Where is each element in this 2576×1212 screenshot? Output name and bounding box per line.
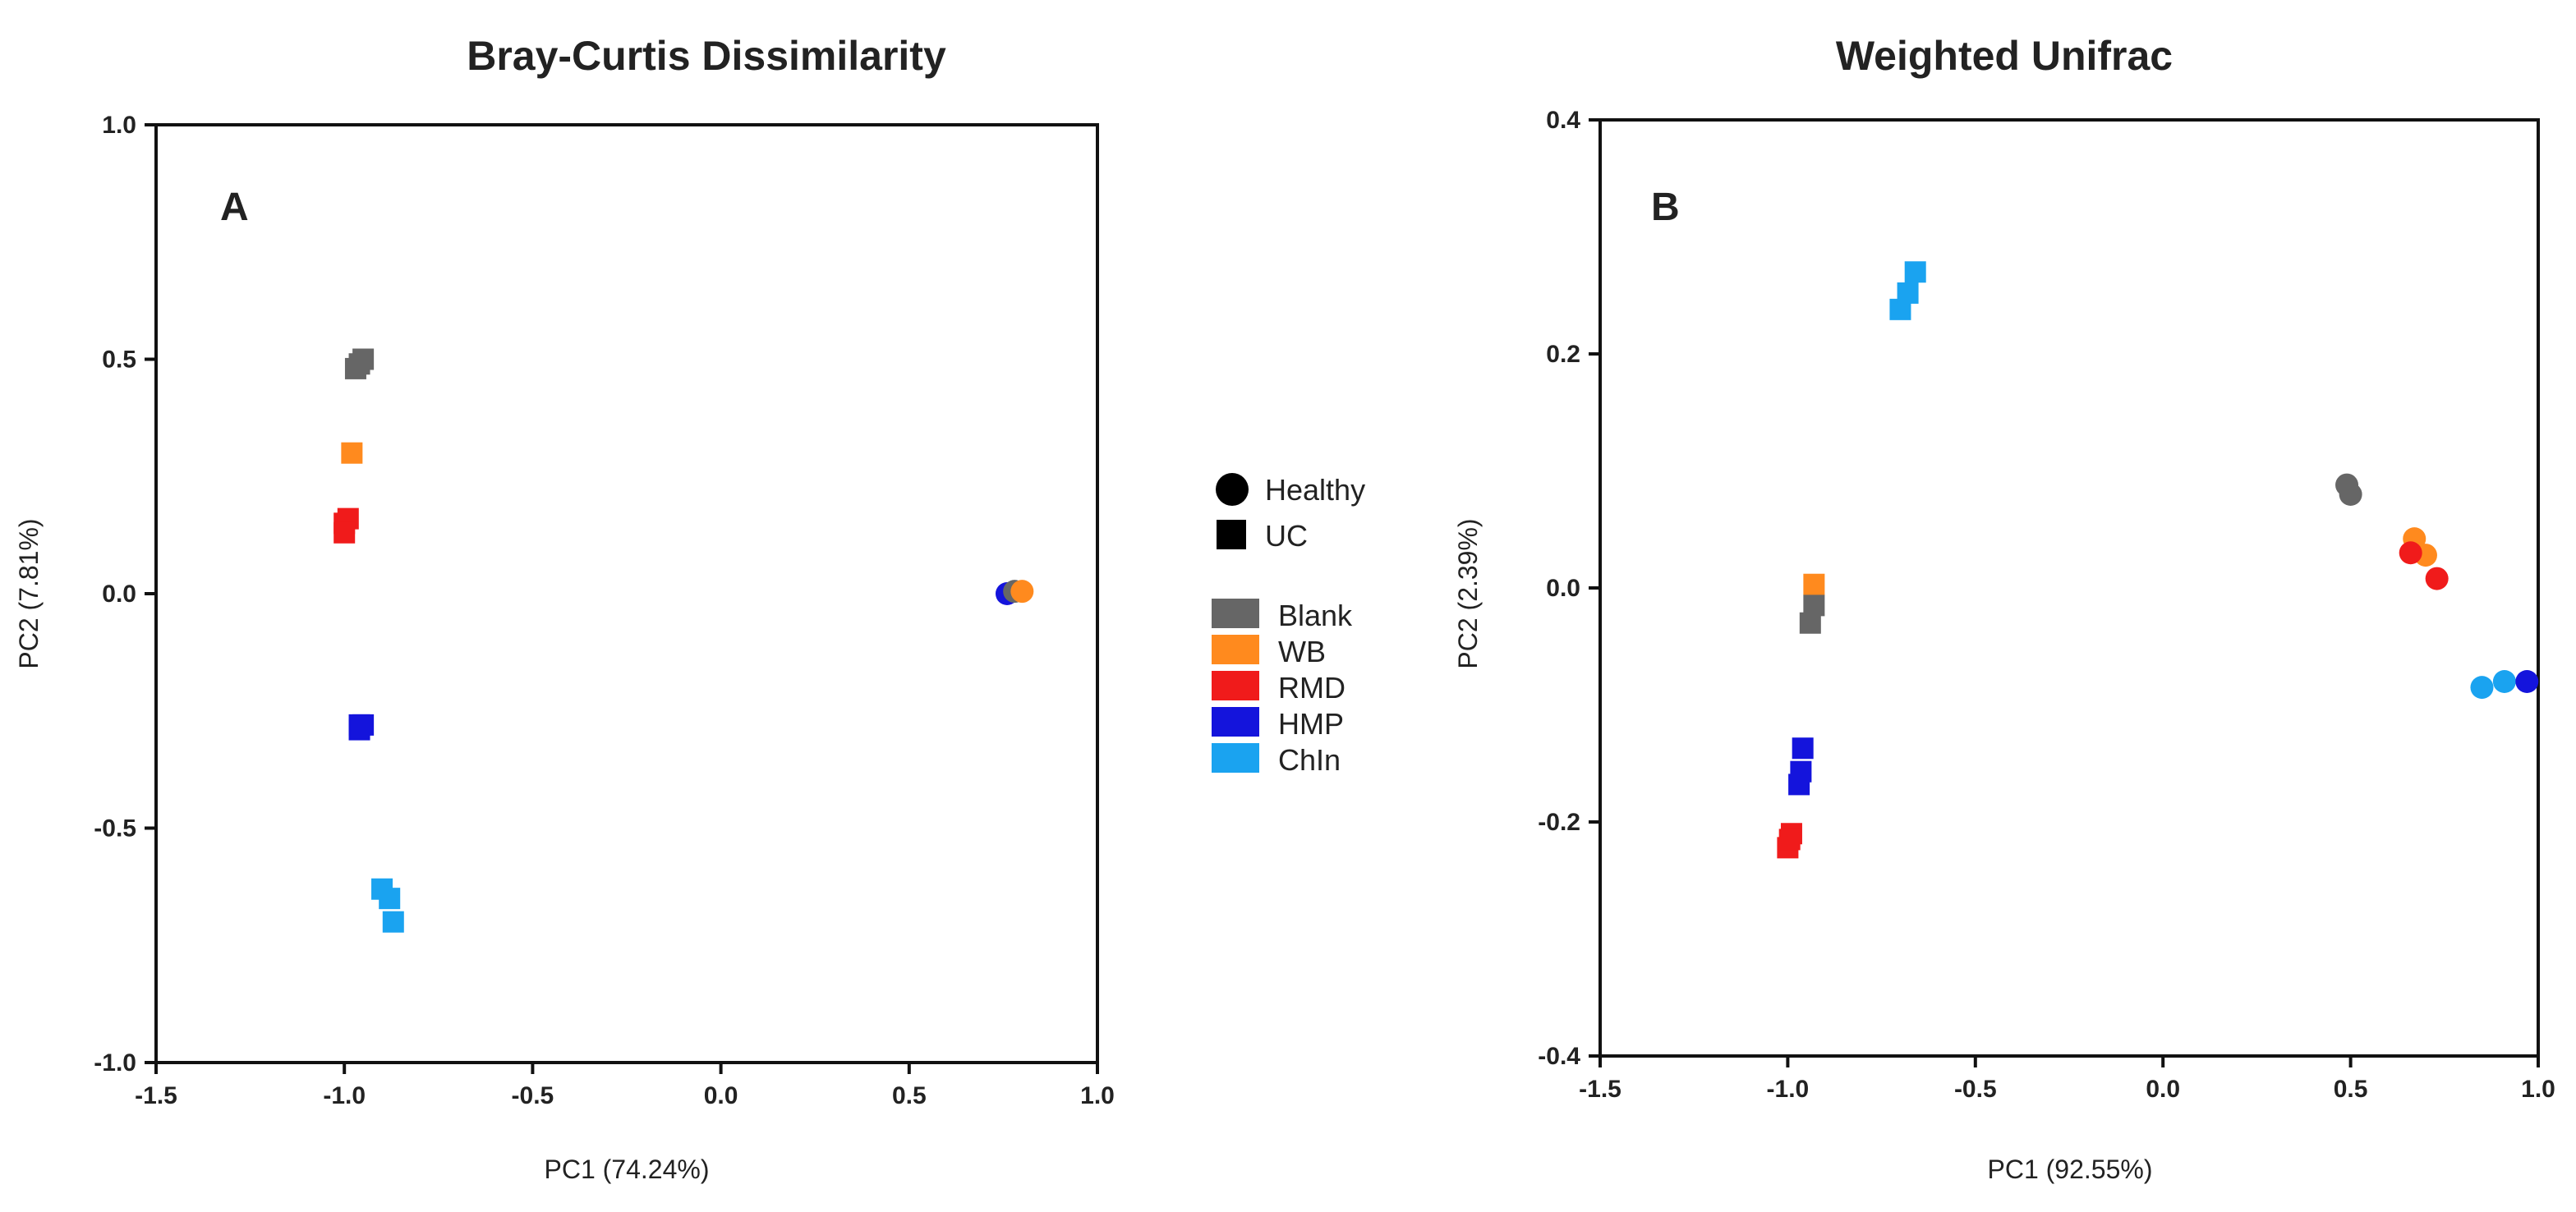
legend-wb-swatch: [1212, 635, 1259, 664]
legend-wb-label: WB: [1278, 635, 1326, 668]
legend-blank-label: Blank: [1278, 599, 1353, 632]
legend-hmp-swatch: [1212, 707, 1259, 737]
point-chin-uc: [382, 911, 404, 933]
y-tick-label: 0.4: [1546, 107, 1580, 134]
x-tick-label: 1.0: [2521, 1076, 2555, 1103]
y-tick-label: -0.4: [1538, 1043, 1580, 1070]
point-hmp-uc: [1788, 774, 1810, 796]
x-tick-label: -1.0: [323, 1082, 366, 1109]
chart-title: Weighted Unifrac: [1836, 33, 2173, 79]
point-wb-uc: [1803, 573, 1825, 595]
x-axis-label: PC1 (92.55%): [1988, 1155, 2153, 1184]
y-axis-label: PC2 (2.39%): [1453, 518, 1483, 668]
y-tick-label: 0.5: [102, 347, 136, 374]
y-tick-label: 0.0: [102, 581, 136, 608]
point-rmd-uc: [1778, 829, 1801, 851]
data-points: [1777, 261, 2539, 859]
point-rmd-healthy: [2399, 541, 2422, 565]
x-tick-label: -0.5: [512, 1082, 554, 1109]
point-blank-uc: [1799, 612, 1821, 634]
legend-rmd-swatch: [1212, 671, 1259, 700]
x-tick-label: -0.5: [1954, 1076, 1997, 1103]
point-hmp-uc: [1792, 737, 1814, 760]
y-tick-label: 0.2: [1546, 341, 1580, 368]
y-axis-label: PC2 (7.81%): [14, 518, 44, 668]
point-chin-uc: [1904, 261, 1926, 283]
x-tick-label: 0.0: [704, 1082, 738, 1109]
point-wb-uc: [341, 442, 363, 464]
x-tick-label: -1.5: [1579, 1076, 1622, 1103]
axis-ticks: -1.5 -1.0 -0.5 0.0 0.5 1.0 -1.0 -0.5 0.0 0.5 1.0: [94, 112, 1115, 1109]
x-tick-label: 1.0: [1080, 1082, 1115, 1109]
point-hmp-healthy: [2515, 670, 2539, 693]
legend-uc-label: UC: [1265, 519, 1308, 553]
data-points: [334, 348, 1034, 933]
panel-label: B: [1651, 186, 1680, 229]
x-tick-label: 0.5: [892, 1082, 927, 1109]
point-blank-uc: [352, 348, 375, 370]
chart-bray-curtis: Bray-Curtis Dissimilarity A PC1 (74.24%)…: [14, 33, 1115, 1184]
x-tick-label: 0.5: [2334, 1076, 2368, 1103]
x-axis-label: PC1 (74.24%): [545, 1155, 710, 1184]
legend-chin-label: ChIn: [1278, 743, 1341, 777]
legend: Healthy UC Blank WB RMD HMP ChIn: [1212, 473, 1365, 777]
point-chin-uc: [1897, 282, 1919, 304]
legend-uc-square-icon: [1217, 520, 1246, 549]
y-tick-label: -0.5: [94, 815, 136, 842]
panel-label: A: [220, 186, 249, 229]
point-chin-healthy: [2470, 676, 2494, 700]
legend-chin-swatch: [1212, 743, 1259, 773]
point-hmp-uc: [348, 718, 370, 741]
chart-weighted-unifrac: Weighted Unifrac B PC1 (92.55%) PC2 (2.3…: [1453, 33, 2555, 1184]
point-blank-healthy: [2339, 483, 2362, 506]
y-tick-label: -0.2: [1538, 809, 1580, 836]
point-rmd-healthy: [2425, 567, 2449, 590]
legend-rmd-label: RMD: [1278, 671, 1346, 705]
point-chin-healthy: [2492, 670, 2516, 693]
x-tick-label: -1.5: [135, 1082, 177, 1109]
legend-blank-swatch: [1212, 599, 1259, 628]
legend-healthy-circle-icon: [1216, 473, 1249, 506]
legend-healthy-label: Healthy: [1265, 473, 1365, 507]
legend-hmp-label: HMP: [1278, 707, 1344, 741]
y-tick-label: -1.0: [94, 1049, 136, 1077]
y-tick-label: 1.0: [102, 112, 136, 139]
x-tick-label: -1.0: [1767, 1076, 1810, 1103]
point-wb-healthy: [1010, 580, 1034, 604]
y-tick-label: 0.0: [1546, 575, 1580, 602]
chart-title: Bray-Curtis Dissimilarity: [467, 33, 946, 79]
point-rmd-uc: [334, 521, 356, 544]
axis-ticks: -1.5 -1.0 -0.5 0.0 0.5 1.0 -0.4 -0.2 0.0 0.2 0.4: [1538, 107, 2555, 1103]
x-tick-label: 0.0: [2146, 1076, 2180, 1103]
point-chin-uc: [379, 888, 401, 910]
